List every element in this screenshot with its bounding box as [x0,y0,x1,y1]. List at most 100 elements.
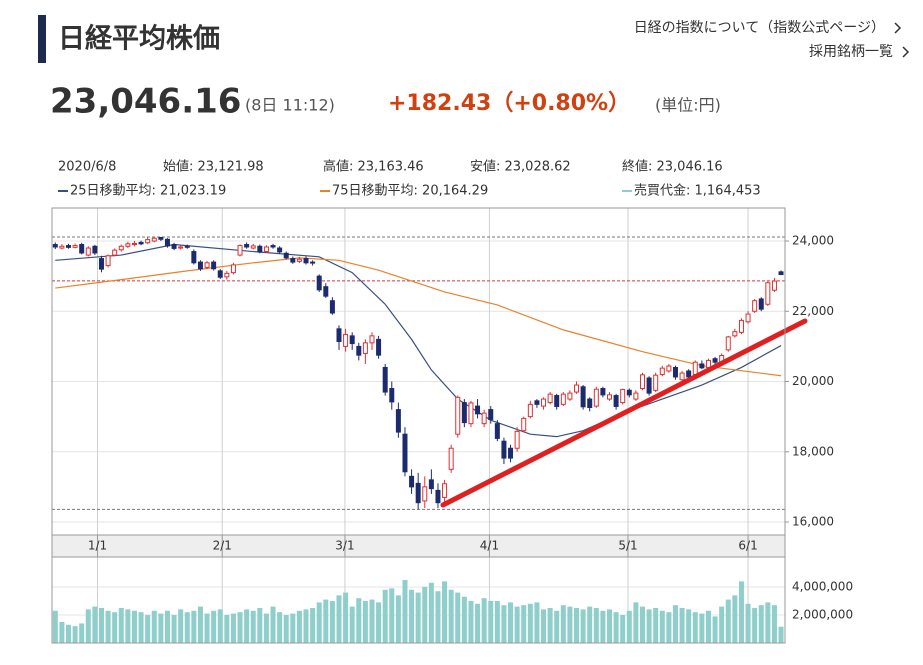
volume-bar [329,600,335,643]
volume-bar [59,621,65,643]
x-tick-label: 1/1 [88,539,107,553]
candle-body [316,275,322,291]
candle-body [514,430,520,449]
candle-body [541,398,547,407]
volume-bar [442,581,448,643]
candle-body [686,370,692,378]
candle-body [270,245,276,248]
moving-average [55,257,782,377]
volume-bar [112,612,118,643]
volume-bar [455,592,461,643]
candle-body [356,345,362,356]
candle-body [508,447,514,459]
candle-body [244,244,250,248]
candle-body [778,271,784,276]
volume-bar [626,610,632,643]
volume-bar [593,607,599,643]
volume-bar [560,605,566,643]
candle-body [745,313,751,323]
candle-body [679,372,685,381]
volume-bar [290,613,296,643]
volume-bar [732,595,738,643]
x-tick-label: 6/1 [738,539,757,553]
volume-bar [600,610,606,643]
volume-bar [191,610,197,643]
y-tick-label: 16,000 [792,515,834,529]
x-tick-label: 2/1 [213,539,232,553]
volume-bar [771,605,777,643]
index-link[interactable]: 日経の指数について（指数公式ページ） [634,20,885,36]
date-band [52,535,785,557]
volume-bar [574,607,580,643]
volume-bar [567,606,573,643]
volume-bar [712,616,718,643]
candle-body [494,423,500,439]
volume-bar [633,602,639,643]
volume-bar [244,609,250,643]
candle-body [607,394,613,400]
candle-body [409,475,415,488]
components-link[interactable]: 採用銘柄一覧 [809,43,893,60]
volume-bar [580,609,586,643]
info: 2020/6/8 [58,160,116,175]
volume-bar [422,586,428,643]
volume-bar [217,609,223,643]
y-tick-label: 22,000 [792,304,834,318]
volume-bar [653,607,659,643]
candle-body [217,270,223,278]
volume-bar [72,626,78,643]
candle-body [448,447,454,470]
candle-body [336,328,342,342]
candle-body [415,482,421,504]
candle-body [263,246,269,253]
candle-body [65,245,71,248]
candle-body [98,258,104,270]
legend-label: 売買代金: 1,164,453 [634,183,761,199]
chevron [902,46,910,58]
candle-body [435,489,441,504]
candle-body [343,333,349,347]
volume-bar [349,606,355,643]
volume-bar [158,613,164,643]
candle-body [290,258,296,263]
volume-bar [105,610,111,643]
volume-bar [263,613,269,643]
volume-bar [758,605,764,643]
candle-body [620,389,626,404]
volume-bar [211,610,217,643]
legend-label: 75日移動平均: 20,164.29 [332,184,488,199]
volume-bar [250,610,256,643]
volume-bar [738,581,744,643]
volume-bar [376,602,382,643]
volume-bar [362,600,368,643]
unit: (単位:円) [655,96,721,115]
volume-bar [237,612,243,643]
candle-body [587,398,593,409]
volume-bar [125,609,131,643]
y-tick-label: 4,000,000 [792,579,853,593]
candle-body [666,365,672,372]
volume-bar [606,609,613,643]
candle-body [705,359,711,368]
candle-body [712,358,718,363]
volume-bar [230,613,236,643]
candle-body [296,258,302,262]
candle-body [362,342,368,354]
volume-bar [336,595,342,643]
candle-body [468,402,474,425]
candle-body [85,247,91,256]
volume-bar [448,589,454,643]
candle-body [59,245,65,249]
candle-body [329,300,335,314]
candle-body [422,486,428,502]
candle-body [672,366,678,378]
candle-body [310,261,316,264]
price: 23,046.16 [50,82,241,122]
candle-body [184,245,190,248]
volume-bar [389,588,395,643]
candle-body [250,245,256,249]
time: (8日 11:12) [245,96,335,115]
candle-body [105,255,111,267]
volume-bar [283,614,289,643]
volume-bar [494,600,500,643]
